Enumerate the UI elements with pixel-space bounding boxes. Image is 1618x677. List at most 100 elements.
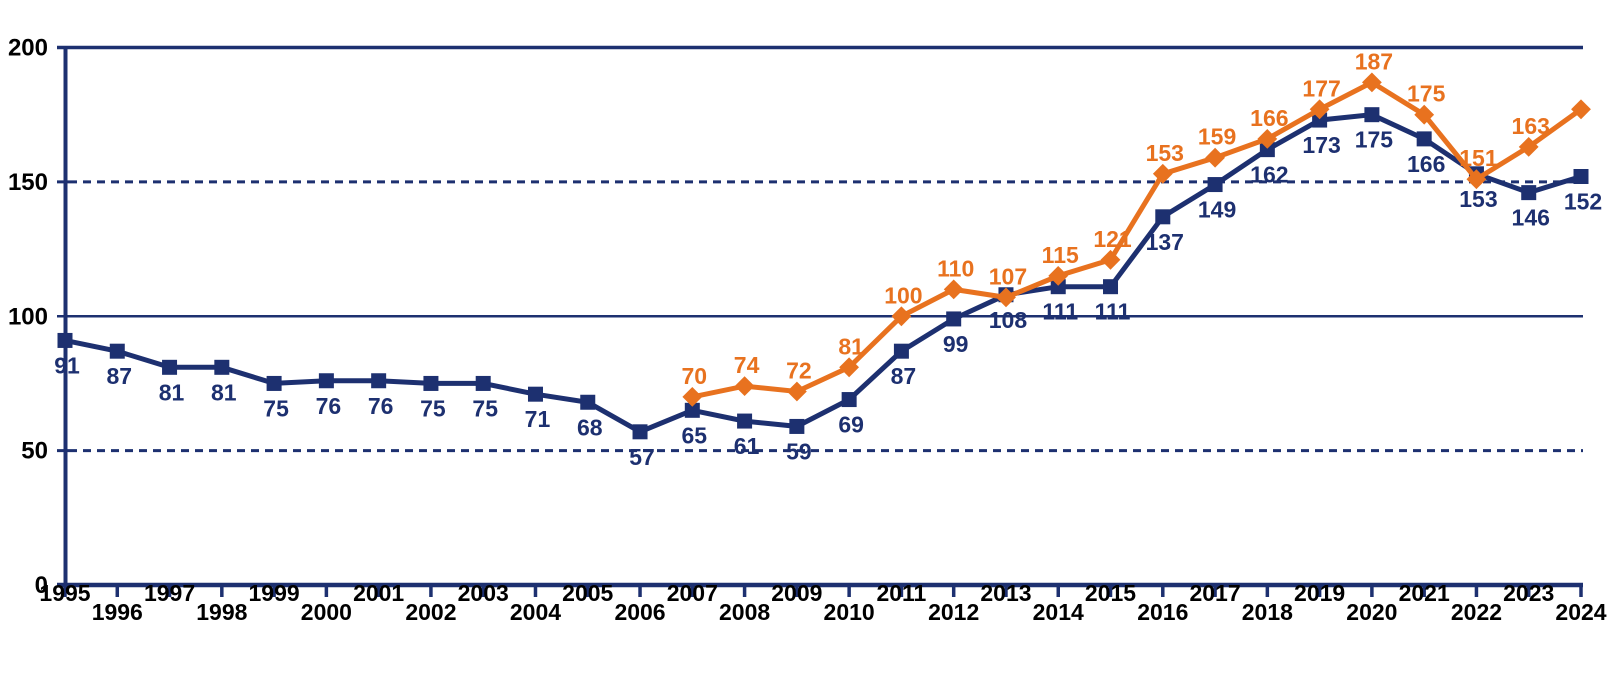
year-label-2019: 2019 <box>1294 580 1345 606</box>
marker-navy-squares-2016 <box>1155 209 1171 225</box>
data-label-navy-squares-2021: 166 <box>1407 151 1445 177</box>
data-label-navy-squares-2007: 65 <box>682 422 708 448</box>
y-tick-label-0: 0 <box>35 572 48 599</box>
marker-navy-squares-2003 <box>475 375 491 391</box>
year-label-2002: 2002 <box>405 599 456 625</box>
data-label-navy-squares-2018: 162 <box>1250 162 1288 188</box>
y-tick-label-200: 200 <box>8 35 48 62</box>
year-label-2010: 2010 <box>824 599 875 625</box>
data-label-navy-squares-2000: 76 <box>316 393 342 419</box>
data-label-orange-diamonds-2011: 100 <box>884 282 922 308</box>
data-label-orange-diamonds-2020: 187 <box>1355 48 1393 74</box>
marker-navy-squares-2005 <box>580 394 596 410</box>
marker-orange-diamonds-2015 <box>1100 249 1121 270</box>
data-label-navy-squares-2013: 108 <box>989 307 1028 333</box>
year-label-2001: 2001 <box>353 580 404 606</box>
marker-navy-squares-2012 <box>946 311 962 327</box>
year-label-1998: 1998 <box>196 599 247 625</box>
data-label-orange-diamonds-2012: 110 <box>937 255 974 281</box>
marker-navy-squares-2020 <box>1364 107 1380 123</box>
year-label-2013: 2013 <box>980 580 1031 606</box>
marker-orange-diamonds-2009 <box>787 381 807 402</box>
marker-navy-squares-2023 <box>1521 185 1537 201</box>
marker-navy-squares-1999 <box>266 375 282 391</box>
data-label-navy-squares-2011: 87 <box>891 363 917 389</box>
data-label-orange-diamonds-2023: 163 <box>1512 113 1550 139</box>
series-line-navy-squares <box>64 112 1582 435</box>
year-label-2023: 2023 <box>1503 580 1554 606</box>
data-label-navy-squares-1999: 75 <box>263 395 289 421</box>
data-label-navy-squares-2019: 173 <box>1302 132 1340 158</box>
marker-navy-squares-2024 <box>1573 169 1589 184</box>
marker-orange-diamonds-2014 <box>1048 266 1069 286</box>
data-label-navy-squares-2008: 61 <box>734 433 760 459</box>
year-label-2022: 2022 <box>1451 599 1502 625</box>
data-label-navy-squares-1995: 91 <box>54 352 80 378</box>
marker-orange-diamonds-2020 <box>1362 72 1382 93</box>
marker-orange-diamonds-2018 <box>1257 129 1278 149</box>
data-label-navy-squares-1997: 81 <box>159 379 185 405</box>
data-label-navy-squares-2004: 71 <box>525 406 551 432</box>
data-label-navy-squares-2002: 75 <box>420 395 446 421</box>
data-label-navy-squares-2014: 111 <box>1042 299 1078 325</box>
data-label-navy-squares-2015: 111 <box>1095 299 1131 325</box>
marker-navy-squares-2021 <box>1416 131 1432 147</box>
data-label-orange-diamonds-2014: 115 <box>1042 242 1079 268</box>
data-label-orange-diamonds-2021: 175 <box>1407 81 1446 107</box>
data-label-navy-squares-2016: 137 <box>1146 229 1184 255</box>
data-label-navy-squares-1998: 81 <box>211 379 237 405</box>
year-label-2020: 2020 <box>1346 599 1397 625</box>
year-label-1999: 1999 <box>249 580 300 606</box>
marker-orange-diamonds-2019 <box>1309 99 1330 120</box>
marker-navy-squares-2017 <box>1207 177 1223 193</box>
data-label-navy-squares-2017: 149 <box>1198 197 1236 223</box>
marker-orange-diamonds-2023 <box>1518 137 1539 157</box>
marker-navy-squares-2002 <box>423 375 439 391</box>
marker-orange-diamonds-2017 <box>1205 147 1225 168</box>
marker-navy-squares-2009 <box>789 418 805 434</box>
data-label-orange-diamonds-2022: 151 <box>1459 145 1498 171</box>
marker-navy-squares-2010 <box>841 392 857 408</box>
year-label-2011: 2011 <box>876 580 926 606</box>
data-label-orange-diamonds-2019: 177 <box>1302 75 1340 101</box>
marker-orange-diamonds-2021 <box>1414 104 1435 125</box>
y-tick-label-100: 100 <box>8 303 48 330</box>
year-label-2006: 2006 <box>614 599 665 625</box>
data-label-navy-squares-2023: 146 <box>1512 205 1550 231</box>
data-label-orange-diamonds-2010: 81 <box>838 333 864 359</box>
marker-navy-squares-2011 <box>893 343 909 359</box>
data-label-navy-squares-2010: 69 <box>838 412 864 438</box>
marker-navy-squares-2001 <box>371 373 387 389</box>
marker-navy-squares-2000 <box>318 373 334 389</box>
data-label-orange-diamonds-2013: 107 <box>989 263 1027 289</box>
marker-orange-diamonds-2008 <box>734 376 755 396</box>
data-label-orange-diamonds-2008: 74 <box>734 352 760 378</box>
year-label-2000: 2000 <box>301 599 352 625</box>
year-label-2008: 2008 <box>719 599 770 625</box>
data-label-navy-squares-2003: 75 <box>472 395 498 421</box>
marker-navy-squares-2006 <box>632 424 648 440</box>
marker-orange-diamonds-2016 <box>1152 163 1173 184</box>
data-label-navy-squares-2009: 59 <box>786 438 812 464</box>
data-label-navy-squares-2022: 153 <box>1459 186 1497 212</box>
year-label-2009: 2009 <box>771 580 822 606</box>
data-label-orange-diamonds-2018: 166 <box>1250 105 1288 131</box>
data-label-navy-squares-2001: 76 <box>368 393 394 419</box>
marker-navy-squares-2007 <box>684 402 700 418</box>
data-label-navy-squares-2005: 68 <box>577 414 603 440</box>
year-label-2024: 2024 <box>1555 599 1606 625</box>
year-label-1996: 1996 <box>92 599 143 625</box>
series-line-orange-diamonds <box>691 79 1583 400</box>
marker-navy-squares-2019 <box>1312 112 1328 128</box>
data-label-navy-squares-2024: 152 <box>1564 189 1602 215</box>
data-label-navy-squares-1996: 87 <box>106 363 132 389</box>
marker-navy-squares-1995 <box>57 332 73 348</box>
marker-navy-squares-1998 <box>214 359 230 375</box>
data-label-orange-diamonds-2007: 70 <box>682 363 708 389</box>
data-label-navy-squares-2020: 175 <box>1355 127 1394 153</box>
year-label-2017: 2017 <box>1189 580 1240 606</box>
marker-navy-squares-1997 <box>162 359 178 375</box>
year-label-2003: 2003 <box>458 580 509 606</box>
marker-navy-squares-2015 <box>1103 279 1119 295</box>
